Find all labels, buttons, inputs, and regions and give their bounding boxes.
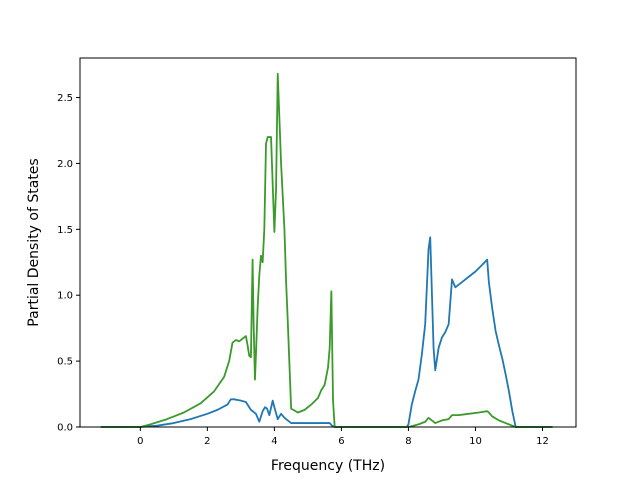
y-tick-label: 2.0 — [57, 159, 73, 170]
y-tick-label: 0.0 — [57, 423, 73, 434]
y-axis-label: Partial Density of States — [26, 158, 42, 326]
x-tick-label: 0 — [137, 436, 143, 447]
y-tick-label: 2.5 — [57, 93, 73, 104]
x-tick-label: 12 — [536, 436, 549, 447]
x-axis-label: Frequency (THz) — [271, 458, 385, 474]
y-tick-label: 1.0 — [57, 291, 73, 302]
y-tick-label: 1.5 — [57, 225, 73, 236]
x-axis-ticks: 0 2 4 6 8 10 12 — [137, 427, 549, 447]
x-tick-label: 6 — [338, 436, 344, 447]
x-tick-label: 10 — [469, 436, 482, 447]
y-axis-ticks: 0.0 0.5 1.0 1.5 2.0 2.5 — [57, 93, 80, 434]
x-tick-label: 4 — [271, 436, 277, 447]
x-tick-label: 8 — [405, 436, 411, 447]
series-line-2 — [100, 72, 553, 428]
axes-frame — [79, 57, 577, 428]
x-tick-label: 2 — [204, 436, 210, 447]
y-tick-label: 0.5 — [57, 357, 73, 368]
